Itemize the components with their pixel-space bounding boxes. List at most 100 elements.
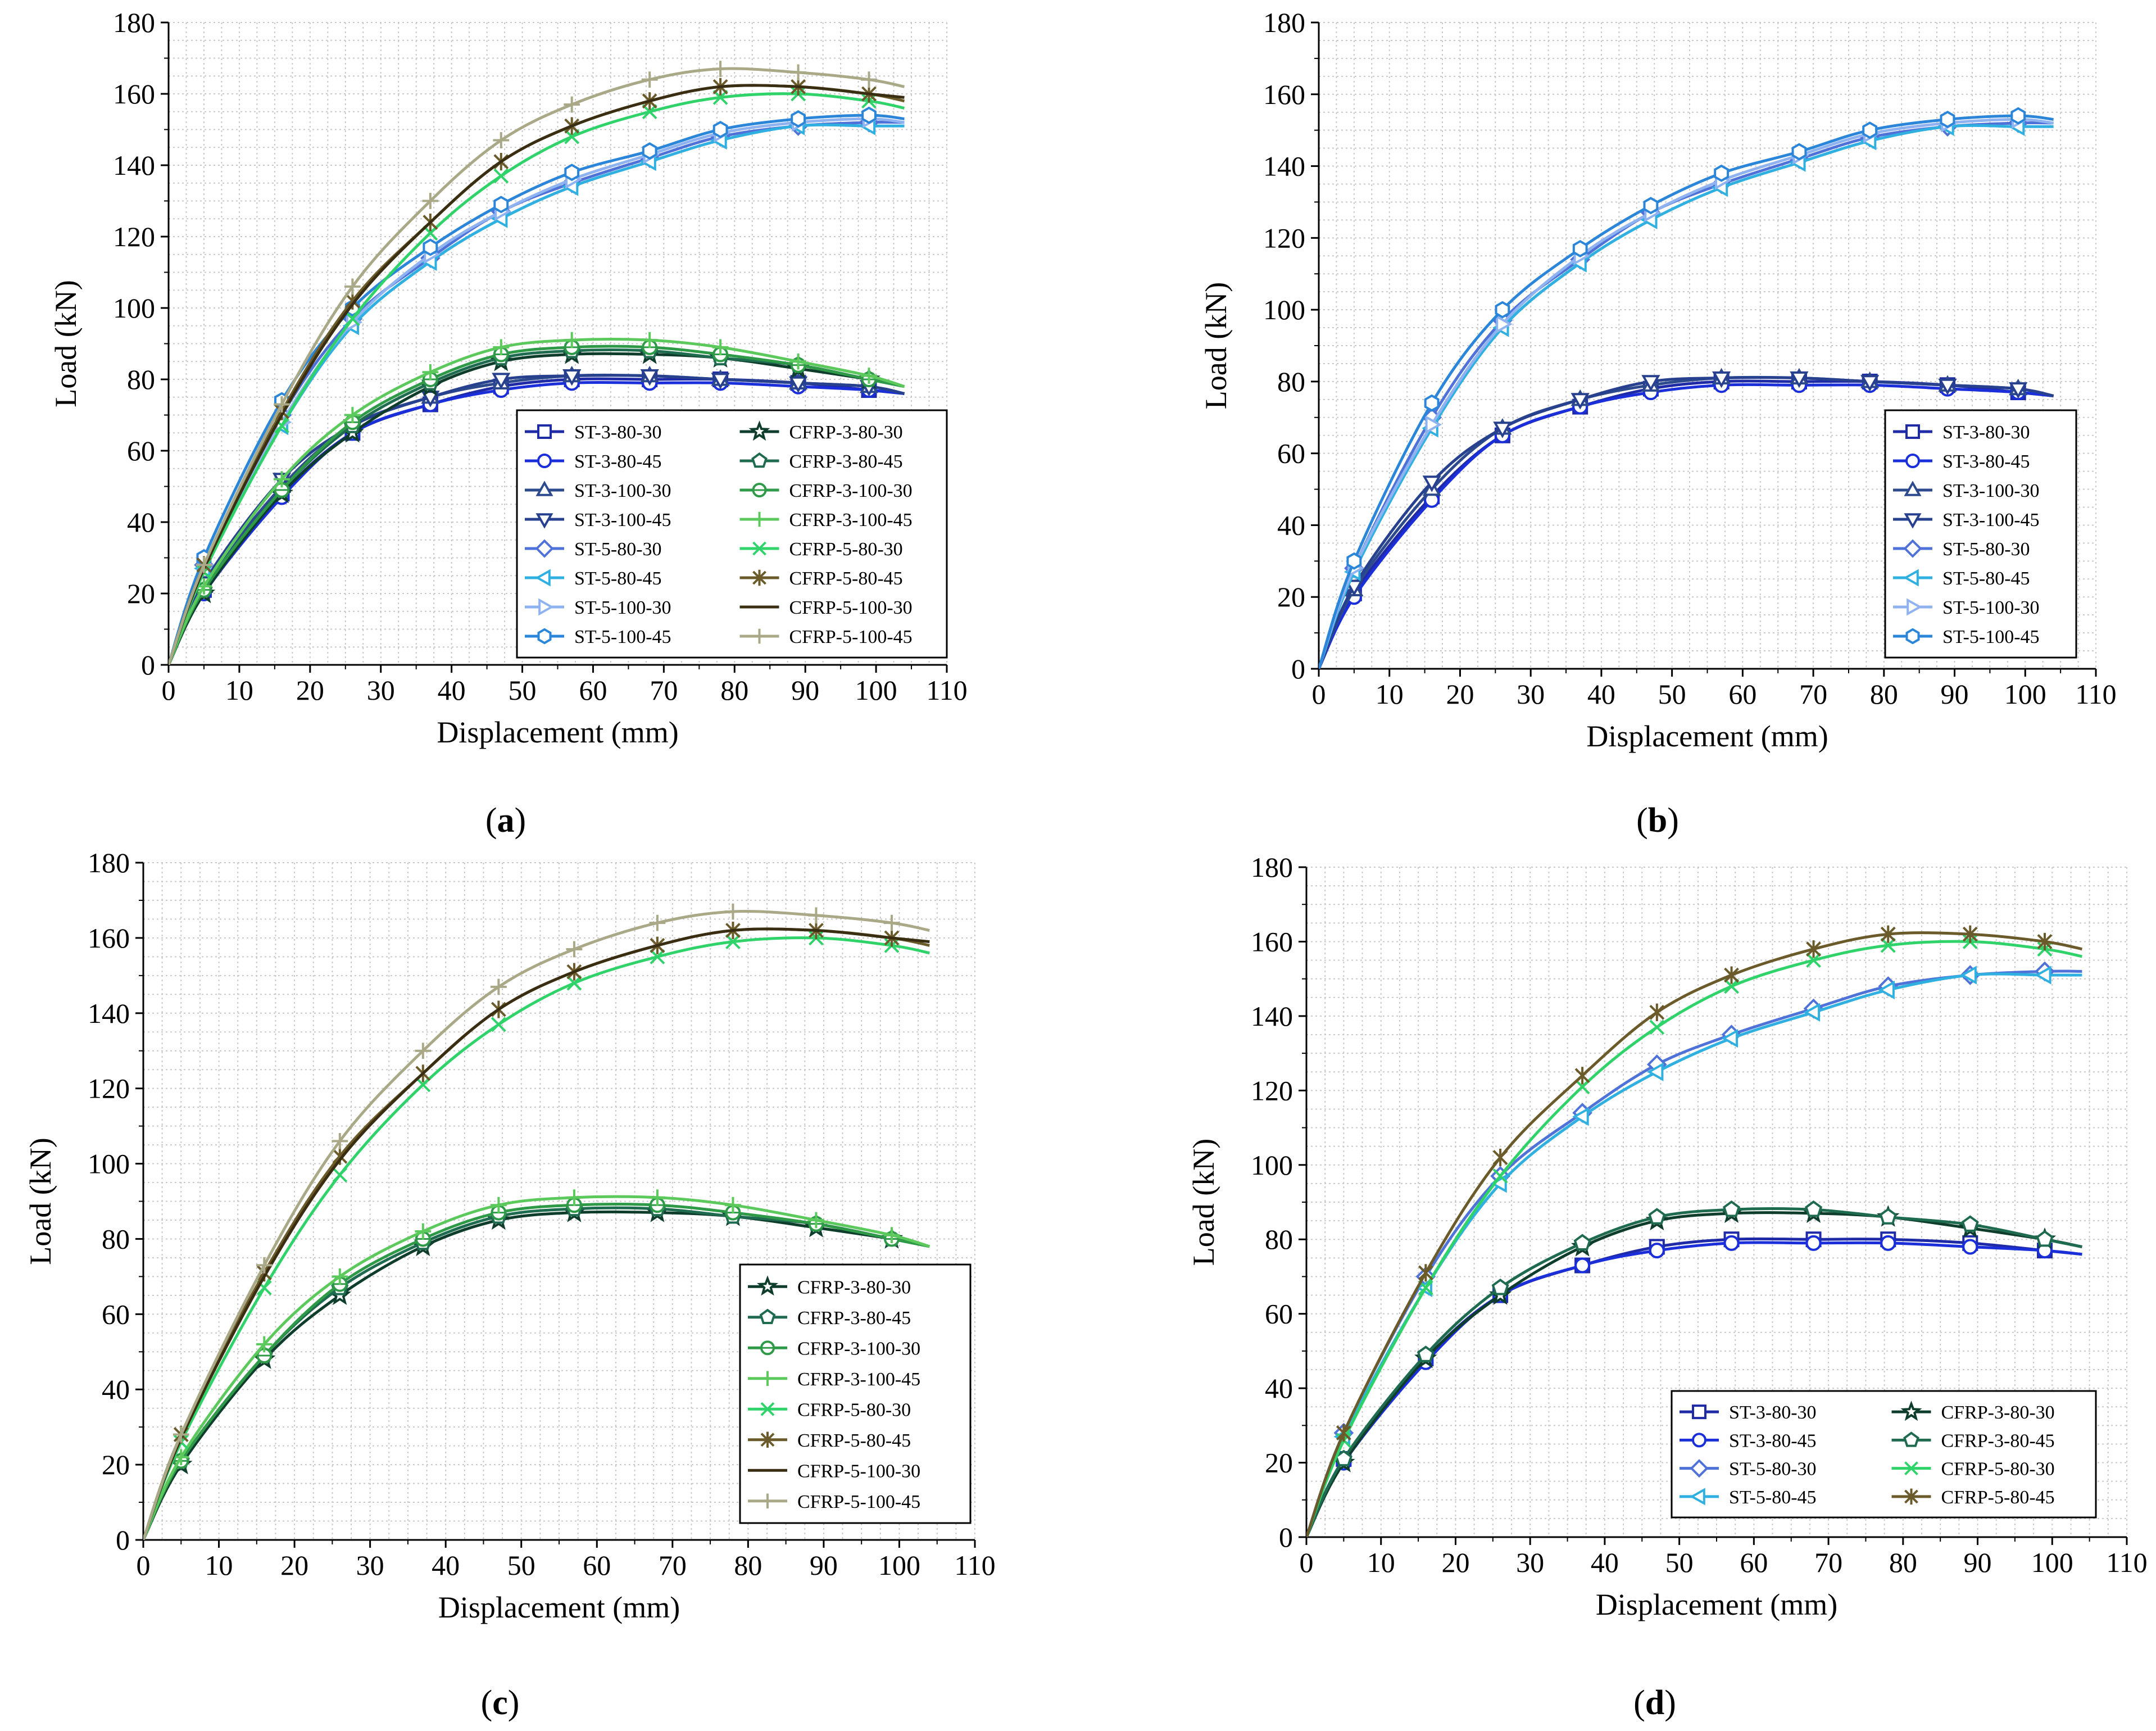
legend-label: ST-5-100-30 <box>1942 597 2040 618</box>
data-point <box>641 332 658 348</box>
x-tick-label: 60 <box>1728 678 1756 710</box>
data-point <box>790 64 806 81</box>
legend-marker <box>760 1402 775 1416</box>
legend-label: ST-5-100-30 <box>574 597 671 618</box>
y-tick-label: 20 <box>1277 581 1305 613</box>
legend-label: CFRP-3-80-30 <box>797 1277 911 1298</box>
x-tick-label: 40 <box>432 1549 460 1581</box>
legend-marker <box>751 452 768 468</box>
x-tick-label: 40 <box>1591 1547 1619 1578</box>
data-point <box>642 142 657 160</box>
data-point <box>1940 110 1955 129</box>
legend-marker <box>538 598 554 616</box>
legend-label: ST-5-80-45 <box>1729 1487 1817 1508</box>
x-tick-label: 70 <box>650 674 678 706</box>
data-point <box>712 339 729 356</box>
data-point <box>1721 1028 1739 1048</box>
y-tick-label: 60 <box>127 435 155 466</box>
data-point <box>274 396 290 413</box>
data-point <box>256 1336 273 1353</box>
data-point <box>1574 1257 1591 1274</box>
y-tick-label: 60 <box>1277 438 1305 469</box>
y-tick-label: 0 <box>1279 1521 1293 1553</box>
data-point <box>566 941 583 958</box>
legend-label: ST-3-100-30 <box>574 481 671 501</box>
legend-label: CFRP-5-80-30 <box>789 539 903 560</box>
y-tick-label: 20 <box>1265 1447 1293 1479</box>
data-point <box>1724 966 1739 984</box>
data-point <box>1417 1345 1435 1362</box>
series-ST-5-100-45 <box>1319 107 2054 669</box>
data-point <box>493 196 509 214</box>
data-point <box>422 364 439 380</box>
x-tick-label: 10 <box>1376 678 1404 710</box>
series-line-CFRP-5-100-45 <box>143 910 930 1540</box>
x-tick-label: 70 <box>659 1549 687 1581</box>
data-point <box>711 373 730 389</box>
data-point <box>493 168 509 184</box>
series-CFRP-3-80-45 <box>1306 1200 2082 1537</box>
legend-label: ST-3-100-45 <box>574 510 671 531</box>
legend-marker <box>537 454 552 468</box>
x-tick-label: 110 <box>2106 1547 2147 1578</box>
data-point <box>883 914 900 931</box>
series-CFRP-5-100-30 <box>143 927 930 1540</box>
legend-label: CFRP-3-80-45 <box>1941 1430 2055 1451</box>
legend-label: CFRP-3-80-45 <box>797 1308 911 1329</box>
y-tick-label: 100 <box>88 1148 130 1180</box>
data-point <box>725 934 741 949</box>
data-point <box>1641 375 1660 392</box>
legend-label: CFRP-3-100-30 <box>797 1338 920 1359</box>
x-tick-label: 40 <box>438 674 466 706</box>
data-point <box>1492 1168 1508 1184</box>
data-point <box>1493 422 1512 438</box>
data-point <box>861 106 877 124</box>
data-point <box>1724 978 1739 994</box>
data-point <box>1345 579 1364 596</box>
data-point <box>791 110 806 128</box>
data-point <box>1714 164 1730 182</box>
data-point <box>2009 382 2028 399</box>
data-point <box>564 129 580 144</box>
x-tick-label: 30 <box>1517 678 1545 710</box>
data-point <box>332 1268 348 1285</box>
series-line-ST-5-100-45 <box>169 114 905 665</box>
data-point <box>1648 1208 1666 1225</box>
y-tick-label: 160 <box>88 922 130 954</box>
y-tick-label: 20 <box>127 578 155 609</box>
legend-box <box>739 1263 972 1524</box>
legend-marker <box>535 481 553 496</box>
data-point <box>1791 143 1807 161</box>
legend-marker <box>1903 1431 1919 1447</box>
y-tick-label: 40 <box>102 1374 130 1405</box>
series-line-CFRP-5-80-45 <box>1306 931 2082 1537</box>
x-tick-label: 0 <box>1312 678 1326 710</box>
data-point <box>1878 980 1895 1000</box>
legend-label: CFRP-5-80-45 <box>1941 1487 2055 1508</box>
legend-marker <box>535 513 553 529</box>
x-tick-label: 50 <box>509 674 537 706</box>
data-point <box>1649 1019 1665 1035</box>
y-tick-label: 140 <box>113 149 155 181</box>
caption-open-paren: ( <box>1633 1684 1645 1722</box>
legend-marker <box>1905 628 1920 645</box>
data-point <box>649 1189 666 1206</box>
legend-marker <box>760 1493 775 1508</box>
legend-marker <box>537 424 552 439</box>
y-axis-title: Load (kN) <box>24 1138 57 1265</box>
series-line-ST-5-100-45 <box>1319 114 2054 669</box>
data-point <box>1424 394 1440 412</box>
legend-label: CFRP-5-100-30 <box>789 597 913 618</box>
x-tick-label: 100 <box>855 674 897 706</box>
data-point <box>1805 1200 1823 1217</box>
y-tick-label: 180 <box>1251 851 1293 883</box>
data-point <box>1880 925 1896 943</box>
x-tick-label: 20 <box>1441 1547 1469 1578</box>
legend-label: CFRP-5-100-45 <box>797 1492 920 1512</box>
legend-label: CFRP-5-80-45 <box>789 568 903 589</box>
data-point <box>1643 197 1659 215</box>
data-point <box>332 1167 348 1183</box>
series-line-CFRP-5-100-30 <box>169 84 905 665</box>
data-point <box>2035 966 2051 985</box>
legend-d: ST-3-80-30 ST-3-80-45 ST-5-80-30 ST-5-80-45… <box>1671 1390 2097 1519</box>
